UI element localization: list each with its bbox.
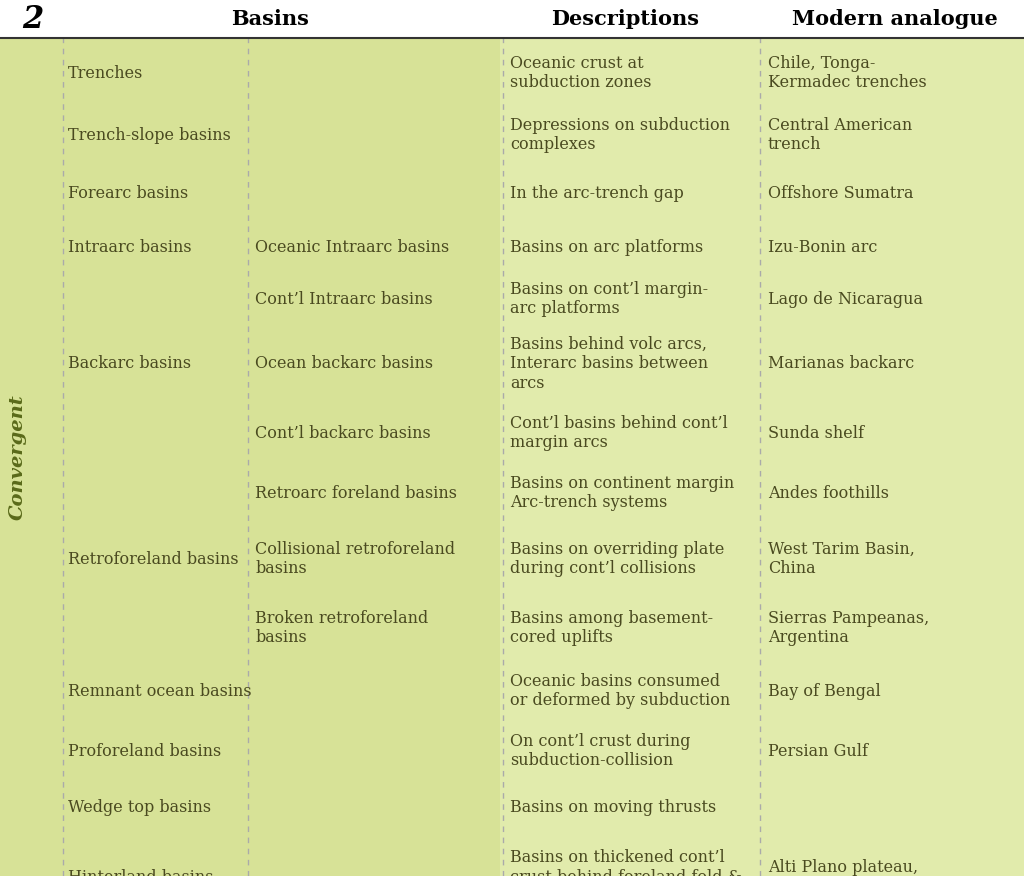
Text: Cont’l basins behind cont’l
margin arcs: Cont’l basins behind cont’l margin arcs bbox=[510, 414, 728, 451]
Text: Hinterland basins: Hinterland basins bbox=[68, 868, 213, 876]
Text: Forearc basins: Forearc basins bbox=[68, 185, 188, 202]
Text: Basins behind volc arcs,
Interarc basins between
arcs: Basins behind volc arcs, Interarc basins… bbox=[510, 336, 709, 392]
Text: Retroarc foreland basins: Retroarc foreland basins bbox=[255, 484, 457, 501]
Text: West Tarim Basin,
China: West Tarim Basin, China bbox=[768, 540, 914, 577]
Text: Proforeland basins: Proforeland basins bbox=[68, 743, 221, 759]
Text: Wedge top basins: Wedge top basins bbox=[68, 799, 211, 816]
Text: Andes foothills: Andes foothills bbox=[768, 484, 889, 501]
Text: Persian Gulf: Persian Gulf bbox=[768, 743, 868, 759]
Text: Basins on arc platforms: Basins on arc platforms bbox=[510, 238, 703, 256]
Text: Oceanic Intraarc basins: Oceanic Intraarc basins bbox=[255, 238, 450, 256]
Text: Cont’l Intraarc basins: Cont’l Intraarc basins bbox=[255, 291, 433, 307]
Text: Backarc basins: Backarc basins bbox=[68, 356, 191, 372]
Text: In the arc-trench gap: In the arc-trench gap bbox=[510, 185, 684, 202]
Text: Convergent: Convergent bbox=[9, 394, 27, 519]
Text: Broken retroforeland
basins: Broken retroforeland basins bbox=[255, 610, 428, 646]
Text: Depressions on subduction
complexes: Depressions on subduction complexes bbox=[510, 117, 730, 153]
Text: Oceanic crust at
subduction zones: Oceanic crust at subduction zones bbox=[510, 54, 651, 91]
Text: Lago de Nicaragua: Lago de Nicaragua bbox=[768, 291, 923, 307]
Text: Cont’l backarc basins: Cont’l backarc basins bbox=[255, 425, 431, 442]
Text: Offshore Sumatra: Offshore Sumatra bbox=[768, 185, 913, 202]
Text: Sunda shelf: Sunda shelf bbox=[768, 425, 864, 442]
Text: 2: 2 bbox=[22, 4, 43, 34]
Text: Modern analogue: Modern analogue bbox=[793, 9, 997, 29]
Text: Trenches: Trenches bbox=[68, 65, 143, 81]
Text: Alti Plano plateau,
Bolivia: Alti Plano plateau, Bolivia bbox=[768, 858, 919, 876]
Text: Sierras Pampeanas,
Argentina: Sierras Pampeanas, Argentina bbox=[768, 610, 929, 646]
Text: Trench-slope basins: Trench-slope basins bbox=[68, 126, 230, 144]
Bar bbox=[500, 38, 1024, 876]
Text: Basins on continent margin
Arc-trench systems: Basins on continent margin Arc-trench sy… bbox=[510, 475, 734, 512]
Text: Basins on thickened cont’l
crust behind foreland fold &
thrust belts: Basins on thickened cont’l crust behind … bbox=[510, 849, 741, 876]
Text: Intraarc basins: Intraarc basins bbox=[68, 238, 191, 256]
Text: Collisional retroforeland
basins: Collisional retroforeland basins bbox=[255, 540, 455, 577]
Bar bbox=[0, 38, 500, 876]
Text: Central American
trench: Central American trench bbox=[768, 117, 912, 153]
Text: Basins on overriding plate
during cont’l collisions: Basins on overriding plate during cont’l… bbox=[510, 540, 724, 577]
Text: Chile, Tonga-
Kermadec trenches: Chile, Tonga- Kermadec trenches bbox=[768, 54, 927, 91]
Bar bbox=[0, 0, 1024, 38]
Text: Basins: Basins bbox=[231, 9, 309, 29]
Text: Basins on cont’l margin-
arc platforms: Basins on cont’l margin- arc platforms bbox=[510, 280, 709, 317]
Text: Marianas backarc: Marianas backarc bbox=[768, 356, 914, 372]
Text: Remnant ocean basins: Remnant ocean basins bbox=[68, 682, 252, 700]
Text: Basins among basement-
cored uplifts: Basins among basement- cored uplifts bbox=[510, 610, 713, 646]
Text: Retroforeland basins: Retroforeland basins bbox=[68, 550, 239, 568]
Text: On cont’l crust during
subduction-collision: On cont’l crust during subduction-collis… bbox=[510, 732, 690, 769]
Text: Basins on moving thrusts: Basins on moving thrusts bbox=[510, 799, 716, 816]
Text: Oceanic basins consumed
or deformed by subduction: Oceanic basins consumed or deformed by s… bbox=[510, 673, 730, 710]
Text: Ocean backarc basins: Ocean backarc basins bbox=[255, 356, 433, 372]
Text: Izu-Bonin arc: Izu-Bonin arc bbox=[768, 238, 878, 256]
Text: Descriptions: Descriptions bbox=[551, 9, 699, 29]
Text: Bay of Bengal: Bay of Bengal bbox=[768, 682, 881, 700]
